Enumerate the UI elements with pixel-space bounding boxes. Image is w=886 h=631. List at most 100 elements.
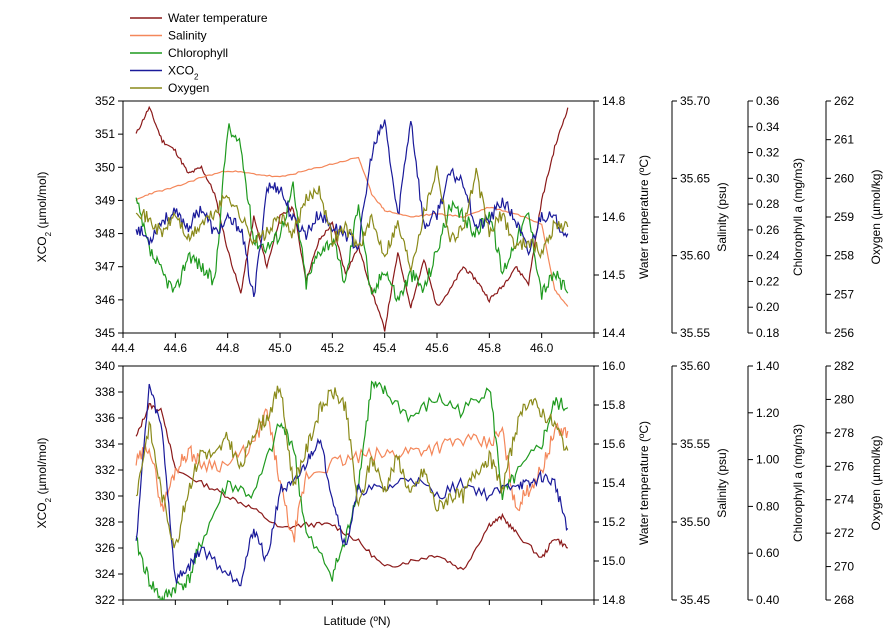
y-tick-label: 332 xyxy=(95,463,115,477)
right-tick-label: 15.0 xyxy=(602,554,626,568)
right-axis-label: Oxygen (µmol/kg) xyxy=(869,436,883,531)
series-line-salinity xyxy=(135,408,569,543)
series-line-oxygen xyxy=(135,165,569,272)
series-line-water-temperature xyxy=(135,402,568,571)
right-tick-label: 35.70 xyxy=(680,94,710,108)
y-tick-label: 352 xyxy=(95,94,115,108)
x-axis-label: Latitude (ºN) xyxy=(323,614,390,628)
series-line-chlorophyll xyxy=(135,380,569,600)
series-line-salinity xyxy=(135,156,569,307)
right-tick-label: 1.00 xyxy=(756,453,780,467)
right-tick-label: 0.32 xyxy=(756,146,780,160)
y-axis-label: XCO2 (µmol/mol) xyxy=(35,172,53,263)
right-tick-label: 14.6 xyxy=(602,210,626,224)
right-tick-label: 282 xyxy=(834,359,854,373)
right-tick-label: 0.20 xyxy=(756,300,780,314)
y-tick-label: 348 xyxy=(95,227,115,241)
legend-label: Salinity xyxy=(168,29,207,43)
right-tick-label: 272 xyxy=(834,526,854,540)
right-tick-label: 35.65 xyxy=(680,171,710,185)
x-tick-label: 45.2 xyxy=(321,341,345,355)
y-tick-label: 324 xyxy=(95,567,115,581)
right-tick-label: 35.60 xyxy=(680,359,710,373)
right-tick-label: 1.20 xyxy=(756,406,780,420)
right-axis-label: Water temperature (ºC) xyxy=(637,421,651,545)
y-tick-label: 326 xyxy=(95,541,115,555)
right-axis-label: Chlorophyll a (mg/m3) xyxy=(791,158,805,276)
right-tick-label: 276 xyxy=(834,459,854,473)
legend-label: Water temperature xyxy=(168,11,268,25)
x-tick-label: 45.0 xyxy=(268,341,292,355)
x-tick-label: 45.4 xyxy=(373,341,397,355)
right-tick-label: 261 xyxy=(834,133,854,147)
y-axis-label-subscript: 2 xyxy=(44,231,53,236)
right-tick-label: 0.80 xyxy=(756,499,780,513)
right-tick-label: 0.30 xyxy=(756,171,780,185)
right-tick-label: 14.7 xyxy=(602,152,626,166)
right-tick-label: 258 xyxy=(834,249,854,263)
top-panel: 44.4 44.6 44.8 45.0 45.2 45.4 45.6 45.8 46.0 345 3… xyxy=(35,94,883,355)
x-tick-label: 44.6 xyxy=(164,341,188,355)
right-tick-label: 0.22 xyxy=(756,274,780,288)
right-tick-label: 0.36 xyxy=(756,94,780,108)
right-tick-label: 0.60 xyxy=(756,546,780,560)
right-tick-label: 0.26 xyxy=(756,223,780,237)
right-tick-label: 0.18 xyxy=(756,326,780,340)
y-tick-label: 334 xyxy=(95,437,115,451)
right-tick-label: 15.8 xyxy=(602,398,626,412)
right-tick-label: 35.60 xyxy=(680,249,710,263)
y-axis-label: XCO2 (µmol/mol) xyxy=(35,438,53,529)
right-tick-label: 15.2 xyxy=(602,515,626,529)
right-tick-label: 274 xyxy=(834,493,854,507)
right-tick-label: 14.8 xyxy=(602,593,626,607)
right-tick-label: 35.45 xyxy=(680,593,710,607)
chart-legend: Water temperature Salinity Chlorophyll XCO2… xyxy=(130,11,268,95)
right-tick-label: 1.40 xyxy=(756,359,780,373)
right-tick-label: 35.55 xyxy=(680,437,710,451)
right-tick-label: 0.34 xyxy=(756,120,780,134)
right-tick-label: 16.0 xyxy=(602,359,626,373)
legend-label: Chlorophyll xyxy=(168,46,228,60)
right-tick-label: 268 xyxy=(834,593,854,607)
right-tick-label: 35.55 xyxy=(680,326,710,340)
y-tick-label: 350 xyxy=(95,160,115,174)
y-axis-label-subscript: 2 xyxy=(44,497,53,502)
x-tick-label: 45.8 xyxy=(478,341,502,355)
right-tick-label: 257 xyxy=(834,287,854,301)
y-tick-label: 328 xyxy=(95,515,115,529)
legend-label-subscript: 2 xyxy=(194,72,199,81)
right-axis-label: Salinity (psu) xyxy=(715,448,729,517)
y-tick-label: 336 xyxy=(95,411,115,425)
right-tick-label: 14.4 xyxy=(602,326,626,340)
y-tick-label: 345 xyxy=(95,326,115,340)
right-axis-label: Oxygen (µmol/kg) xyxy=(869,170,883,265)
bottom-panel: 322 324 326 328 330 332 334 336 338 340 XCO2 (µmol… xyxy=(35,359,883,607)
series-line-water-temperature xyxy=(135,105,569,332)
y-axis-label-unit: (µmol/mol) xyxy=(35,172,49,232)
legend-label: XCO2 xyxy=(168,64,199,82)
right-tick-label: 0.24 xyxy=(756,249,780,263)
right-axis-label: Salinity (psu) xyxy=(715,182,729,251)
right-tick-label: 262 xyxy=(834,94,854,108)
y-tick-label: 349 xyxy=(95,193,115,207)
right-tick-label: 15.6 xyxy=(602,437,626,451)
series-line-xco2 xyxy=(135,383,569,587)
right-axis-label: Chlorophyll a (mg/m3) xyxy=(791,424,805,542)
right-tick-label: 280 xyxy=(834,392,854,406)
right-tick-label: 0.40 xyxy=(756,593,780,607)
y-tick-label: 346 xyxy=(95,293,115,307)
y-axis-label-unit: (µmol/mol) xyxy=(35,438,49,498)
x-tick-label: 44.4 xyxy=(111,341,135,355)
y-tick-label: 340 xyxy=(95,359,115,373)
series-line-oxygen xyxy=(135,385,569,549)
y-tick-label: 347 xyxy=(95,260,115,274)
y-tick-label: 330 xyxy=(95,489,115,503)
right-tick-label: 35.50 xyxy=(680,515,710,529)
right-axis-label: Water temperature (ºC) xyxy=(637,155,651,279)
y-tick-label: 322 xyxy=(95,593,115,607)
y-tick-label: 351 xyxy=(95,127,115,141)
right-tick-label: 14.8 xyxy=(602,94,626,108)
right-tick-label: 270 xyxy=(834,560,854,574)
right-tick-label: 15.4 xyxy=(602,476,626,490)
